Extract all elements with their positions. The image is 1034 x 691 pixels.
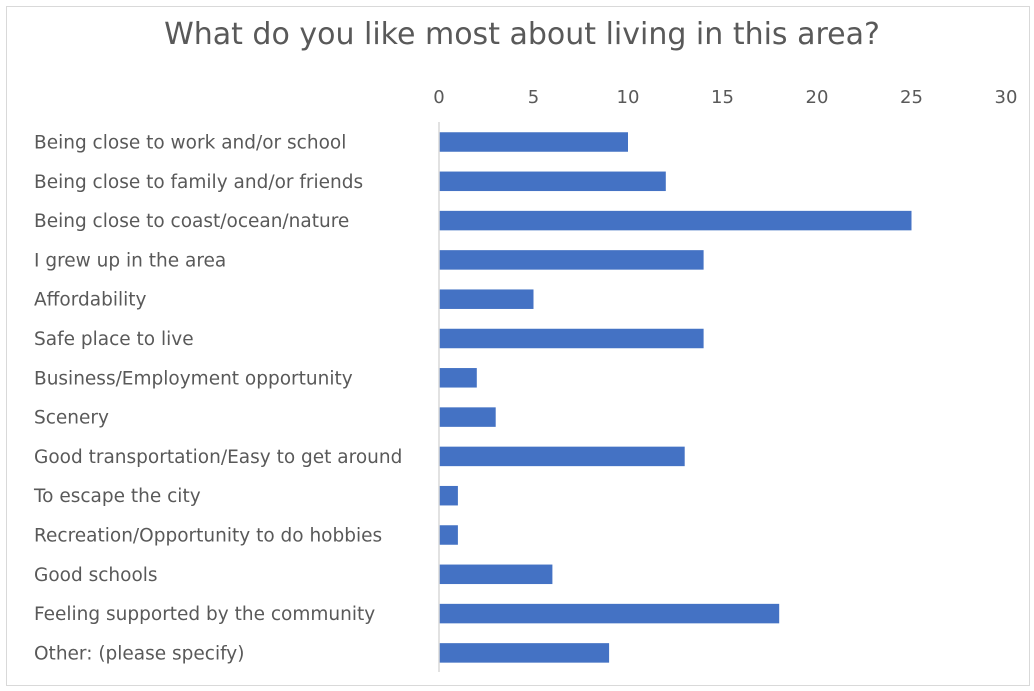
bar [439, 289, 534, 309]
bar [439, 210, 912, 231]
category-label: Good transportation/Easy to get around [34, 447, 402, 468]
x-tick-label: 10 [617, 87, 640, 108]
x-axis-ticks: 0 5 10 15 20 25 30 [433, 87, 1017, 108]
category-label: Being close to family and/or friends [34, 172, 363, 193]
category-label: Feeling supported by the community [34, 604, 375, 625]
category-label: Being close to coast/ocean/nature [34, 211, 349, 232]
category-label: I grew up in the area [34, 250, 226, 271]
category-label: Scenery [34, 408, 109, 429]
x-tick-label: 0 [433, 87, 444, 108]
bar [439, 132, 628, 152]
bar [439, 643, 610, 663]
bar [439, 446, 685, 467]
chart-title: What do you like most about living in th… [164, 17, 880, 52]
category-label: Good schools [34, 565, 158, 586]
category-label: To escape the city [33, 486, 201, 507]
x-tick-label: 5 [528, 87, 539, 108]
bar [439, 368, 477, 388]
bar [439, 171, 666, 192]
bars [439, 132, 912, 663]
bar [439, 603, 780, 624]
bar [439, 407, 496, 427]
category-label: Other: (please specify) [34, 643, 244, 664]
category-label: Safe place to live [34, 329, 194, 350]
bar [439, 250, 704, 270]
bar [439, 564, 553, 585]
category-labels: Being close to work and/or school Being c… [33, 133, 402, 665]
x-tick-label: 20 [806, 87, 829, 108]
bar [439, 328, 704, 349]
category-label: Business/Employment opportunity [34, 368, 353, 389]
x-tick-label: 25 [900, 87, 923, 108]
category-label: Recreation/Opportunity to do hobbies [34, 526, 382, 547]
x-tick-label: 15 [711, 87, 734, 108]
bar [439, 485, 458, 506]
x-tick-label: 30 [995, 87, 1018, 108]
category-label: Being close to work and/or school [34, 133, 346, 154]
bar [439, 525, 458, 545]
category-label: Affordability [34, 290, 146, 311]
